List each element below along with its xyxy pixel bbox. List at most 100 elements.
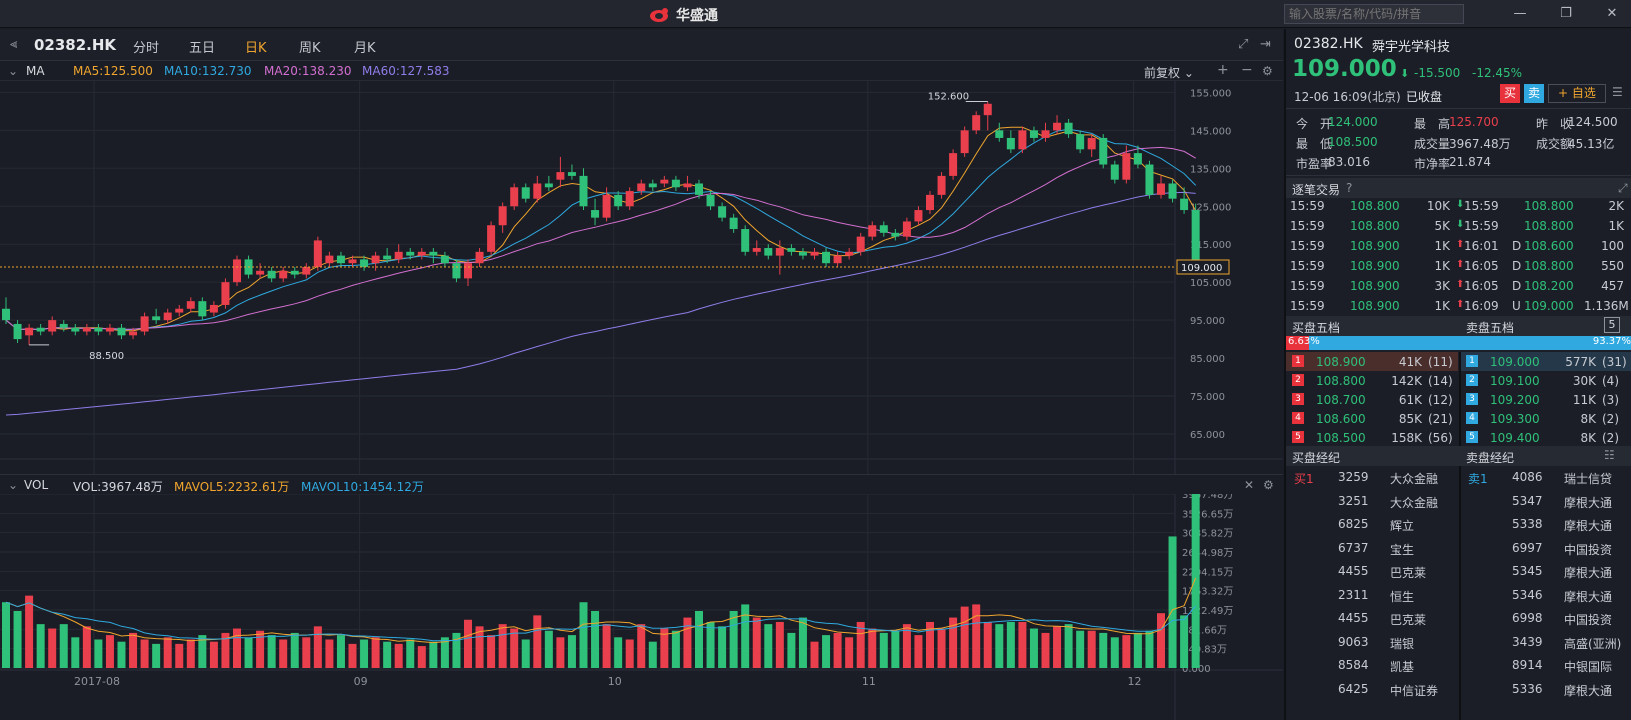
expand-ticks-icon[interactable]: ⤢ (1618, 181, 1628, 195)
volume-bar (1076, 630, 1085, 668)
vol-collapse-chevron-icon[interactable]: ⌄ (8, 478, 19, 492)
remove-indicator-icon[interactable]: − (1241, 62, 1253, 78)
candle-body (1076, 134, 1085, 150)
price-tick-label: 115.000 (1190, 240, 1231, 251)
five-levels-toggle[interactable]: 5 (1604, 317, 1620, 333)
volume-bar (406, 639, 415, 668)
candle-body (464, 263, 472, 279)
fullscreen-icon[interactable]: ⤢ (1238, 37, 1249, 52)
volume-bar (417, 646, 426, 668)
search-input[interactable] (1284, 4, 1464, 24)
volume-bar (2, 602, 10, 668)
volume-bar (1006, 621, 1015, 668)
ask-price: 109.300 (1490, 412, 1540, 426)
bid-broker-name: 凯基 (1390, 660, 1415, 674)
candle-body (752, 248, 761, 252)
sell-button[interactable]: 卖 (1524, 84, 1544, 103)
bid-orders: (14) (1428, 374, 1453, 388)
stat-value: 108.500 (1328, 135, 1378, 149)
restore-icon[interactable]: ❐ (1560, 6, 1572, 21)
bid-broker-id: 4455 (1338, 564, 1369, 578)
volume-bar (429, 641, 438, 668)
tab-weekly-k[interactable]: 周K (299, 41, 321, 56)
bid-broker-name: 宝生 (1390, 542, 1415, 557)
candle-body (1133, 153, 1142, 165)
brokers-header: 买盘经纪 卖盘经纪 ☷ (1286, 446, 1631, 466)
vol-tick-label: 2644.98万 (1182, 548, 1233, 559)
add-watchlist-label: 自选 (1571, 86, 1596, 100)
buy-button[interactable]: 买 (1500, 84, 1520, 103)
tick-price: 108.900 (1350, 259, 1400, 273)
bid-price: 108.600 (1316, 412, 1366, 426)
tick-flag: D (1512, 259, 1522, 273)
stat-label: 成交量 (1414, 137, 1451, 151)
candle-body (960, 130, 969, 154)
tick-time: 15:59 (1290, 199, 1325, 213)
help-icon[interactable]: ? (1346, 181, 1353, 195)
collapse-chevron-icon[interactable]: ⌄ (8, 64, 19, 78)
close-icon[interactable]: ✕ (1606, 6, 1618, 21)
candle-body (856, 236, 865, 252)
vol-settings-gear-icon[interactable]: ⚙ (1263, 478, 1274, 492)
ma-label: MA (26, 64, 45, 78)
candle-body (937, 175, 946, 195)
candle-body (1006, 137, 1015, 150)
broker-list-icon[interactable]: ☷ (1604, 448, 1615, 462)
ask-volume: 577K (1565, 355, 1596, 369)
date-tick-label: 10 (608, 675, 622, 688)
tab-intraday[interactable]: 分时 (133, 41, 160, 56)
mavol10-value: MAVOL10:1454.12万 (301, 480, 424, 494)
tick-volume: 1K (1434, 239, 1450, 253)
tab-daily-k[interactable]: 日K (245, 41, 267, 56)
tick-up-arrow-icon: ⬆ (1456, 299, 1465, 310)
volume-bar (764, 624, 773, 668)
candle-body (683, 183, 692, 188)
tick-volume: 1K (1608, 219, 1624, 233)
add-watchlist-button[interactable]: + 自选 (1548, 84, 1606, 103)
ask-broker-id: 6998 (1512, 611, 1543, 625)
volume-bar (1041, 632, 1050, 668)
volume-bar (209, 641, 218, 668)
volume-bar (59, 624, 68, 668)
candle-body (983, 103, 992, 116)
candle-body (822, 251, 831, 264)
candle-body (336, 255, 345, 264)
candle-body (48, 320, 57, 332)
menu-icon[interactable]: ☰ (1612, 85, 1623, 99)
price-tick-label: 75.000 (1190, 392, 1225, 403)
ask-broker-name: 瑞士信贷 (1564, 472, 1613, 486)
add-indicator-icon[interactable]: + (1217, 62, 1229, 78)
expand-right-icon[interactable]: ⇥ (1260, 37, 1271, 52)
volume-bar (1180, 615, 1189, 668)
volume-bar (440, 637, 449, 668)
candle-body (995, 130, 1004, 138)
title-bar: 华盛通 — ❐ ✕ (0, 0, 1631, 28)
market-status: 已收盘 (1406, 90, 1443, 104)
candle-body (360, 259, 369, 267)
vol-close-icon[interactable]: ✕ (1244, 478, 1255, 492)
volume-bar (868, 628, 877, 668)
ask-level: 4 (1466, 412, 1478, 424)
candle-body (371, 255, 380, 264)
tab-five-day[interactable]: 五日 (189, 41, 216, 56)
volume-bar (995, 624, 1004, 668)
volume-bar (452, 632, 461, 668)
bid-title: 买盘五档 (1292, 321, 1341, 335)
candle-body (417, 251, 426, 256)
candle-body (348, 259, 357, 264)
bid-orders: (12) (1428, 393, 1453, 407)
high-marker-label: 152.600 (928, 91, 969, 102)
candle-body (198, 301, 207, 317)
adjust-dropdown[interactable]: 前复权 ⌄ (1144, 66, 1194, 80)
tab-monthly-k[interactable]: 月K (354, 41, 376, 56)
ticks-title: 逐笔交易 (1292, 183, 1341, 197)
settings-gear-icon[interactable]: ⚙ (1262, 64, 1273, 78)
tick-time: 15:59 (1464, 219, 1499, 233)
minimize-icon[interactable]: — (1513, 6, 1527, 21)
volume-bar (13, 610, 22, 668)
tick-flag: D (1512, 239, 1522, 253)
collapse-panel-icon[interactable]: ⫷ (10, 37, 18, 52)
volume-bar (798, 617, 807, 668)
kline-chart[interactable]: 155.000 145.000 135.000 125.000 115.000 105.0… (0, 81, 1283, 720)
volume-bar (533, 615, 542, 668)
